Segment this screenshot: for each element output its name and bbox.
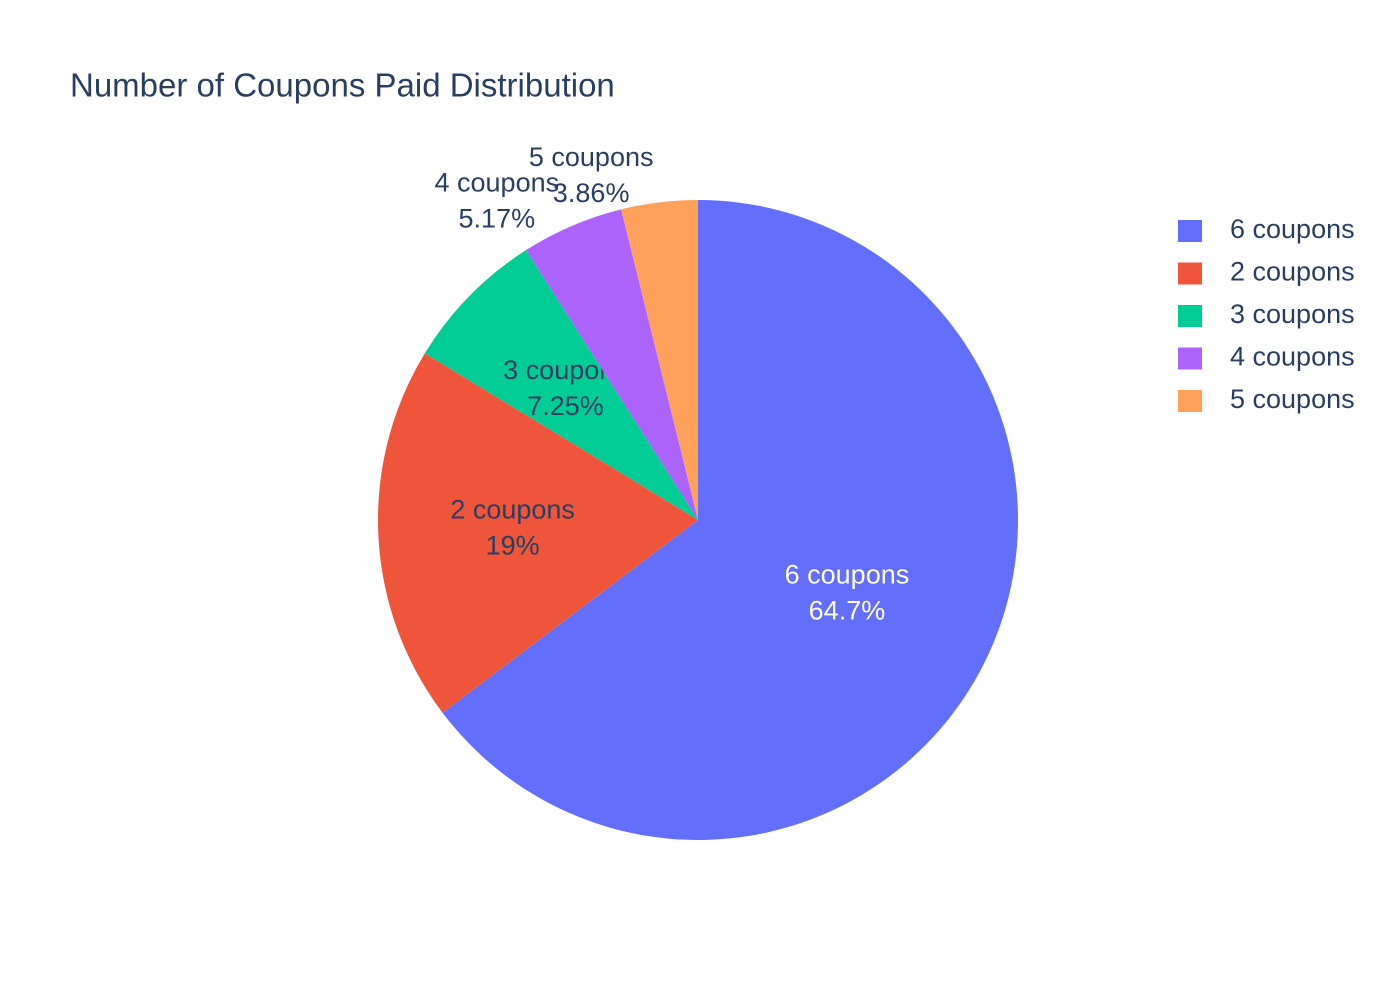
slice-label-name: 4 coupons bbox=[435, 167, 560, 197]
pie-slice bbox=[525, 209, 698, 521]
legend-label[interactable]: 6 coupons bbox=[1230, 214, 1355, 244]
legend-label[interactable]: 3 coupons bbox=[1230, 299, 1355, 329]
legend-label[interactable]: 4 coupons bbox=[1230, 342, 1355, 372]
slice-label-value: 7.25% bbox=[527, 391, 604, 421]
pie-slice bbox=[621, 200, 698, 520]
pie-slice bbox=[442, 200, 1019, 841]
pie-slice bbox=[424, 250, 698, 520]
slice-label-name: 5 coupons bbox=[529, 142, 654, 172]
pie-slice bbox=[378, 353, 698, 713]
legend-swatch[interactable] bbox=[1178, 220, 1202, 242]
slice-label-value: 3.86% bbox=[553, 178, 630, 208]
legend-swatch[interactable] bbox=[1178, 262, 1202, 285]
slice-label-value: 5.17% bbox=[459, 203, 536, 233]
legend-label[interactable]: 5 coupons bbox=[1230, 384, 1355, 414]
slice-label-value: 64.7% bbox=[809, 595, 886, 625]
slice-label-name: 2 coupons bbox=[450, 494, 575, 524]
slice-label-name: 6 coupons bbox=[785, 559, 910, 589]
chart-title: Number of Coupons Paid Distribution bbox=[70, 67, 615, 104]
legend-swatch[interactable] bbox=[1178, 390, 1202, 412]
legend-swatch[interactable] bbox=[1178, 347, 1202, 370]
legend-swatch[interactable] bbox=[1178, 305, 1202, 327]
legend-label[interactable]: 2 coupons bbox=[1230, 257, 1355, 287]
slice-label-value: 19% bbox=[486, 530, 540, 560]
